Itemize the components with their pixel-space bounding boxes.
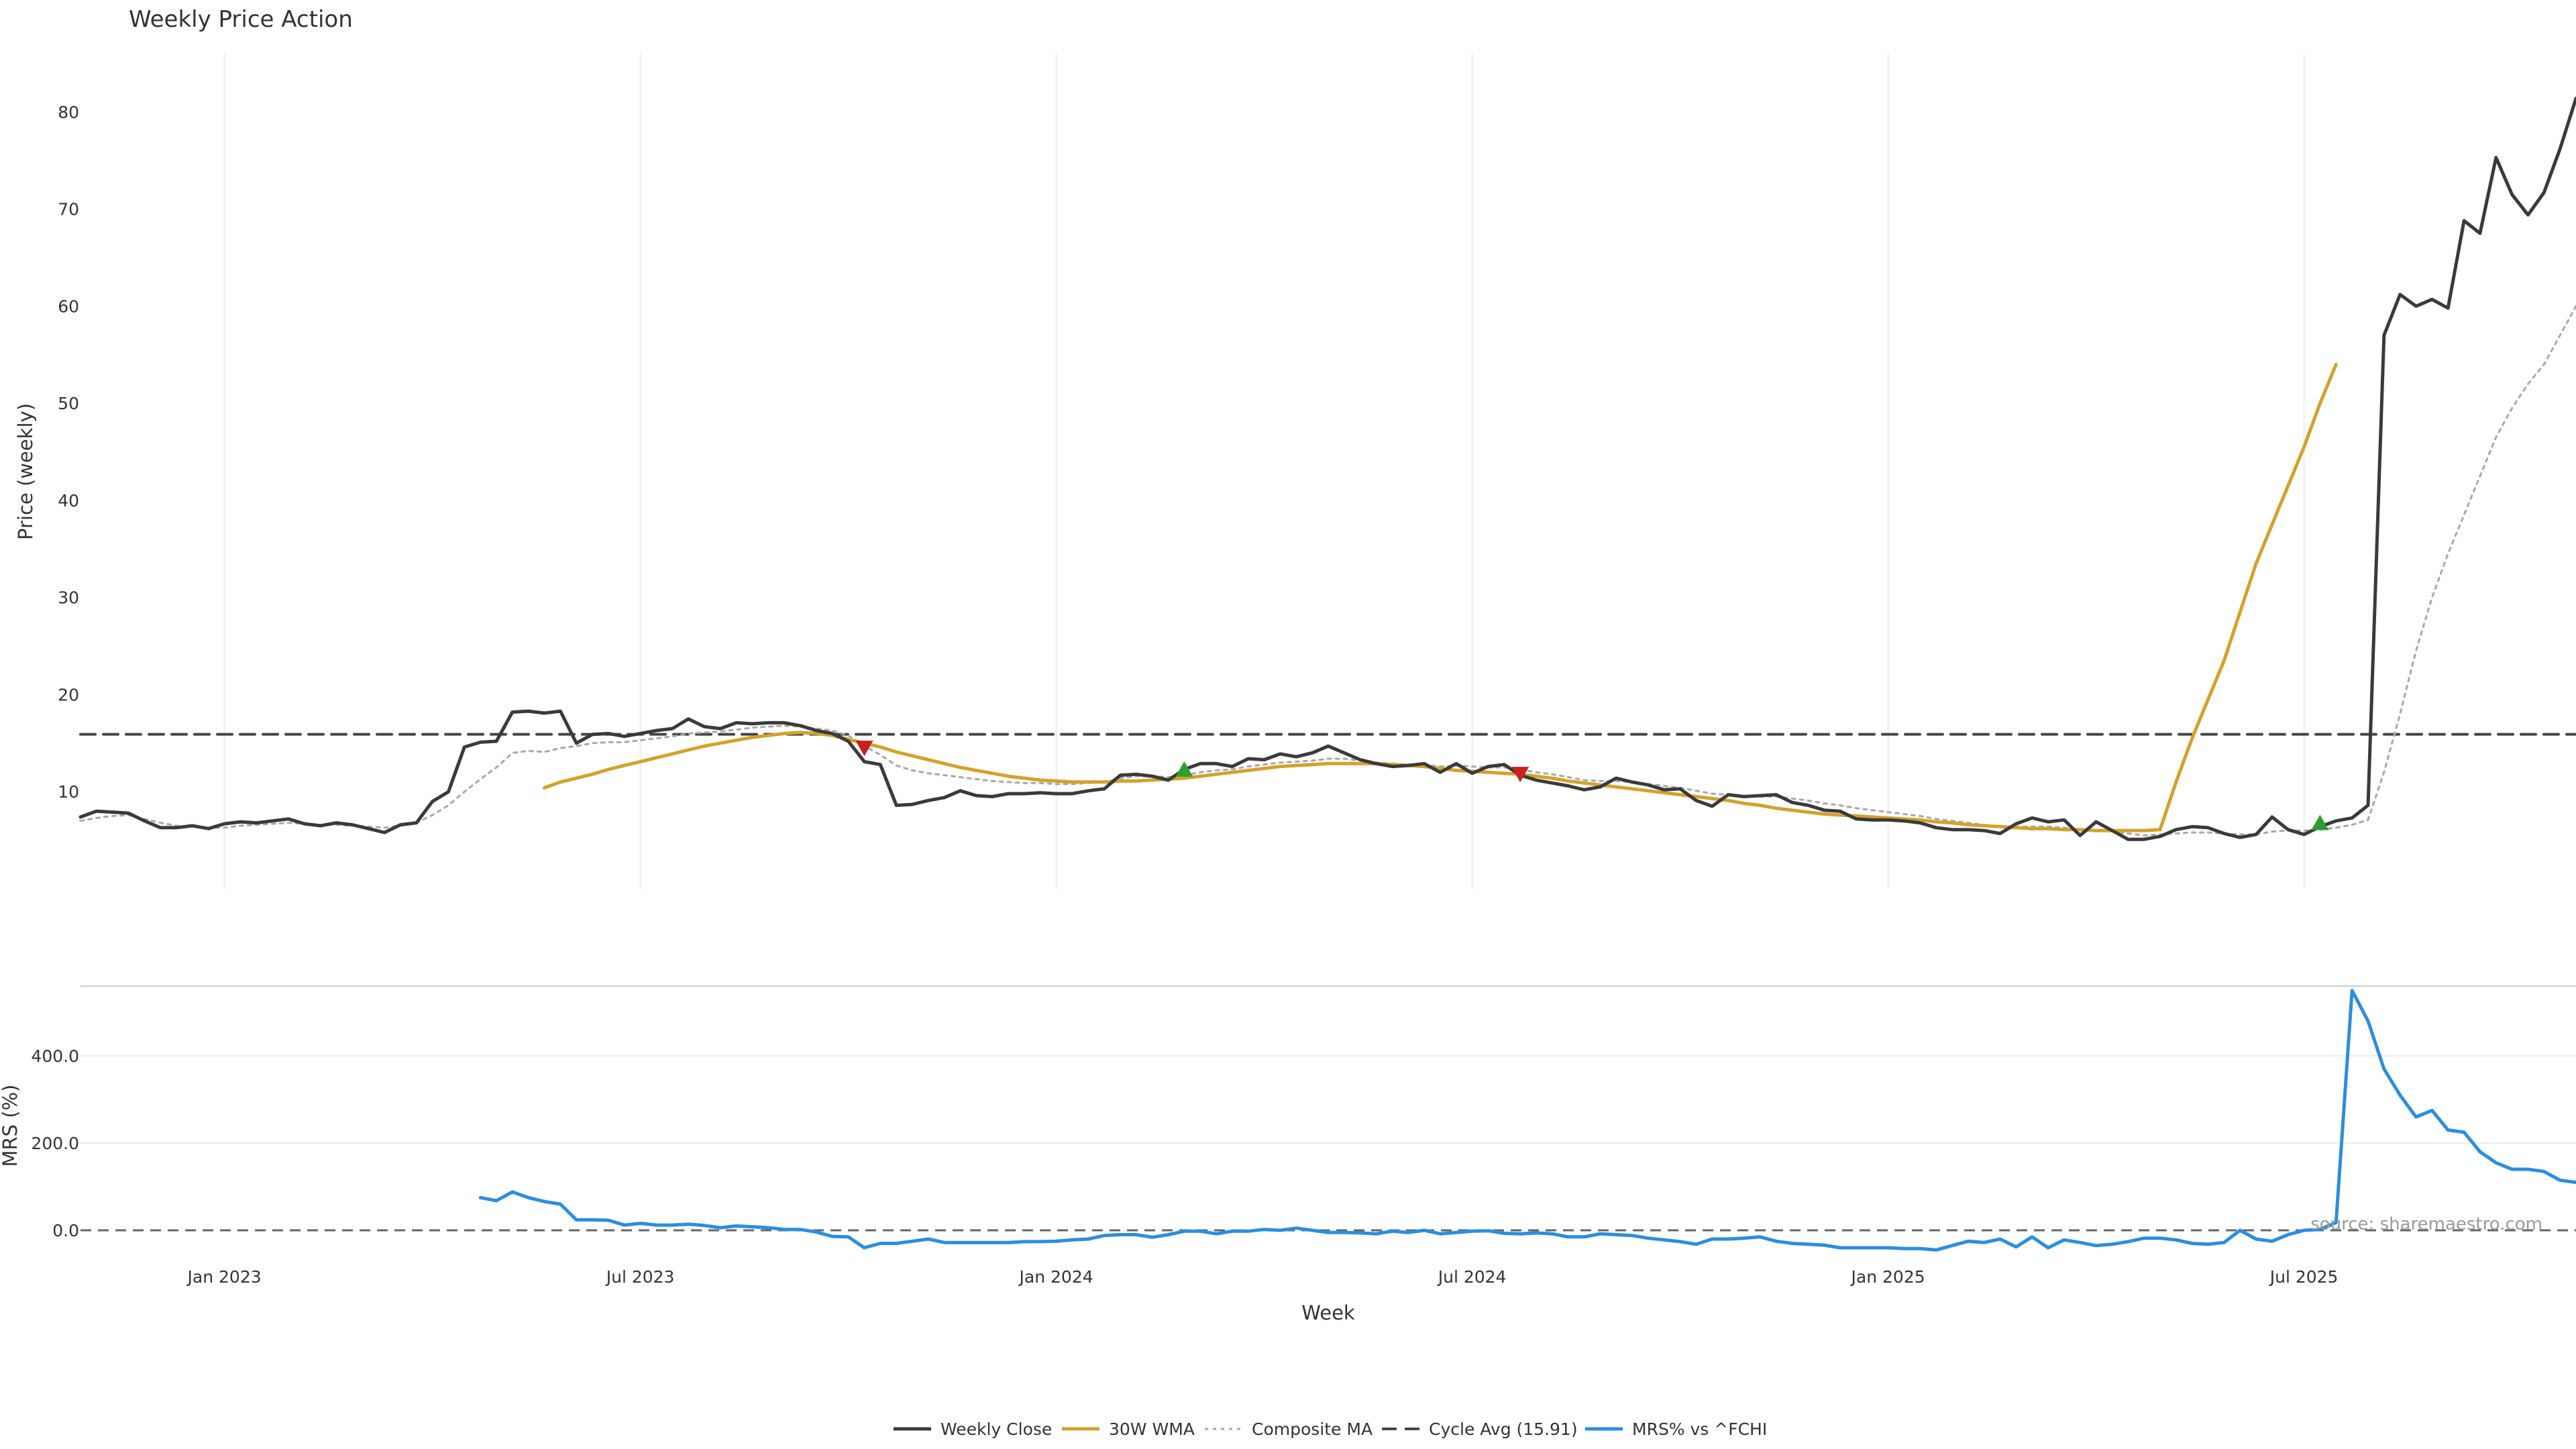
price-y-tick-labels: 10 20 30 40 50 60 70 80 [58, 103, 79, 802]
legend-label-30w-wma: 30W WMA [1109, 1419, 1195, 1439]
price-y-tick-label: 30 [58, 588, 79, 608]
x-tick-label: Jul 2025 [2269, 1267, 2339, 1287]
x-tick-label: Jan 2023 [186, 1267, 262, 1287]
price-y-tick-label: 70 [58, 200, 79, 219]
buy-signal-marker [1175, 761, 1193, 777]
x-tick-label: Jan 2024 [1018, 1267, 1093, 1287]
legend-label-cycle-avg-15-91: Cycle Avg (15.91) [1429, 1419, 1578, 1439]
x-tick-label: Jul 2023 [605, 1267, 675, 1287]
legend-label-composite-ma: Composite MA [1252, 1419, 1373, 1439]
series-mrs-vs-fchi [478, 989, 2576, 1252]
price-y-tick-label: 50 [58, 394, 79, 413]
sell-signal-marker [1511, 767, 1529, 783]
x-tick-label: Jul 2024 [1437, 1267, 1507, 1287]
mrs-y-tick-label: 400.0 [31, 1046, 79, 1066]
legend-label-weekly-close: Weekly Close [941, 1419, 1052, 1439]
mrs-y-tick-label: 200.0 [31, 1134, 79, 1153]
price-y-tick-label: 80 [58, 103, 79, 122]
sell-signal-marker [855, 741, 873, 757]
legend-label-mrs-vs-fchi: MRS% vs ^FCHI [1632, 1419, 1767, 1439]
x-tick-labels: Jan 2023 Jul 2023 Jan 2024 Jul 2024 Jan 2025… [186, 1267, 2339, 1287]
mrs-panel: 0.0 200.0 400.0 MRS (%) source: sharemaest… [0, 989, 2576, 1252]
source-label: source: sharemaestro.com [2310, 1214, 2542, 1234]
x-tick-label: Jan 2025 [1850, 1267, 1925, 1287]
price-y-tick-label: 60 [58, 297, 79, 316]
mrs-y-tick-label: 0.0 [52, 1221, 79, 1240]
mrs-y-tick-labels: 0.0 200.0 400.0 [31, 1046, 79, 1240]
series-30w-wma [543, 362, 2338, 833]
price-y-tick-label: 20 [58, 685, 79, 704]
price-y-tick-label: 40 [58, 491, 79, 511]
price-panel: 10 20 30 40 50 60 70 80 Price (weekly) [14, 54, 2576, 889]
mrs-y-axis-label: MRS (%) [0, 1085, 21, 1167]
mrs-series [478, 989, 2576, 1252]
series-composite-ma [79, 304, 2576, 837]
legend: Weekly Close 30W WMA Composite MA Cycle Avg… [894, 1419, 1767, 1439]
buy-signal-marker [2311, 814, 2329, 830]
price-series [78, 97, 2576, 841]
price-y-tick-label: 10 [58, 782, 79, 802]
x-axis-label: Week [1301, 1301, 1355, 1324]
chart-title: Weekly Price Action [129, 6, 353, 33]
mrs-gridlines [80, 1055, 2576, 1232]
series-weekly-close [78, 97, 2576, 841]
signal-markers [855, 741, 2329, 830]
price-gridlines [223, 54, 2305, 889]
price-y-axis-label: Price (weekly) [14, 403, 37, 540]
